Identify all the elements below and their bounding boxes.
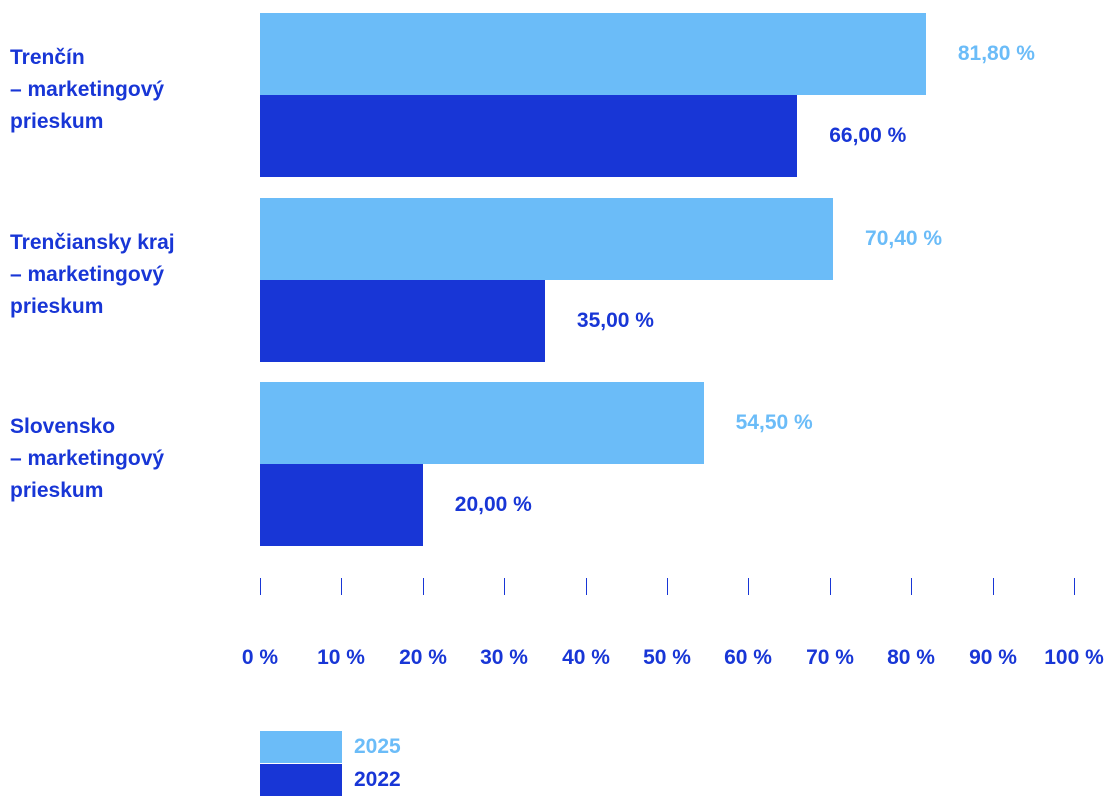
x-tick: [748, 578, 749, 595]
legend-swatch-2025: [260, 731, 342, 763]
x-tick-label: 70 %: [806, 646, 854, 669]
x-tick-label: 20 %: [399, 646, 447, 669]
x-tick-label: 0 %: [241, 646, 279, 669]
x-tick-label: 50 %: [643, 646, 691, 669]
x-tick-label: 60 %: [724, 646, 772, 669]
category-label-line: Slovensko: [10, 415, 116, 438]
category-label-line: prieskum: [10, 295, 104, 318]
legend-label-2022: 2022: [354, 768, 401, 791]
bar-2025-1: [260, 198, 834, 280]
x-tick: [911, 578, 912, 595]
x-tick: [993, 578, 994, 595]
x-tick: [586, 578, 587, 595]
data-label: 66,00 %: [829, 124, 907, 147]
legend-label-2025: 2025: [354, 735, 401, 758]
x-tick-label: 40 %: [562, 646, 610, 669]
bar-2022-0: [260, 95, 798, 177]
x-tick-label: 30 %: [480, 646, 528, 669]
x-tick: [504, 578, 505, 595]
category-label: Trenčín – marketingový prieskum: [10, 42, 240, 138]
x-tick-label: 80 %: [887, 646, 935, 669]
bar-2022-1: [260, 280, 545, 362]
x-tick: [830, 578, 831, 595]
data-label: 81,80 %: [957, 42, 1035, 65]
category-label-line: prieskum: [10, 110, 104, 133]
data-label: 35,00 %: [576, 309, 654, 332]
x-tick: [667, 578, 668, 595]
category-label-line: prieskum: [10, 479, 104, 502]
x-tick: [260, 578, 261, 595]
x-tick-label: 100 %: [1044, 646, 1104, 669]
data-label: 54,50 %: [735, 411, 813, 434]
category-label-line: – marketingový: [10, 78, 165, 101]
x-tick: [341, 578, 342, 595]
x-tick-label: 10 %: [317, 646, 365, 669]
x-tick-label: 90 %: [969, 646, 1017, 669]
bar-2025-0: [260, 13, 926, 95]
category-label: Trenčiansky kraj – marketingový prieskum: [10, 227, 240, 323]
category-label-line: – marketingový: [10, 263, 165, 286]
data-label: 20,00 %: [454, 493, 532, 516]
data-label: 70,40 %: [865, 227, 943, 250]
x-tick: [423, 578, 424, 595]
category-label-line: – marketingový: [10, 447, 165, 470]
legend-swatch-2022: [260, 764, 342, 796]
category-label-line: Trenčín: [10, 46, 85, 69]
category-label-line: Trenčiansky kraj: [10, 231, 175, 254]
category-label: Slovensko – marketingový prieskum: [10, 411, 240, 507]
x-tick: [1074, 578, 1075, 595]
bar-2025-2: [260, 382, 704, 464]
bar-2022-2: [260, 464, 423, 546]
